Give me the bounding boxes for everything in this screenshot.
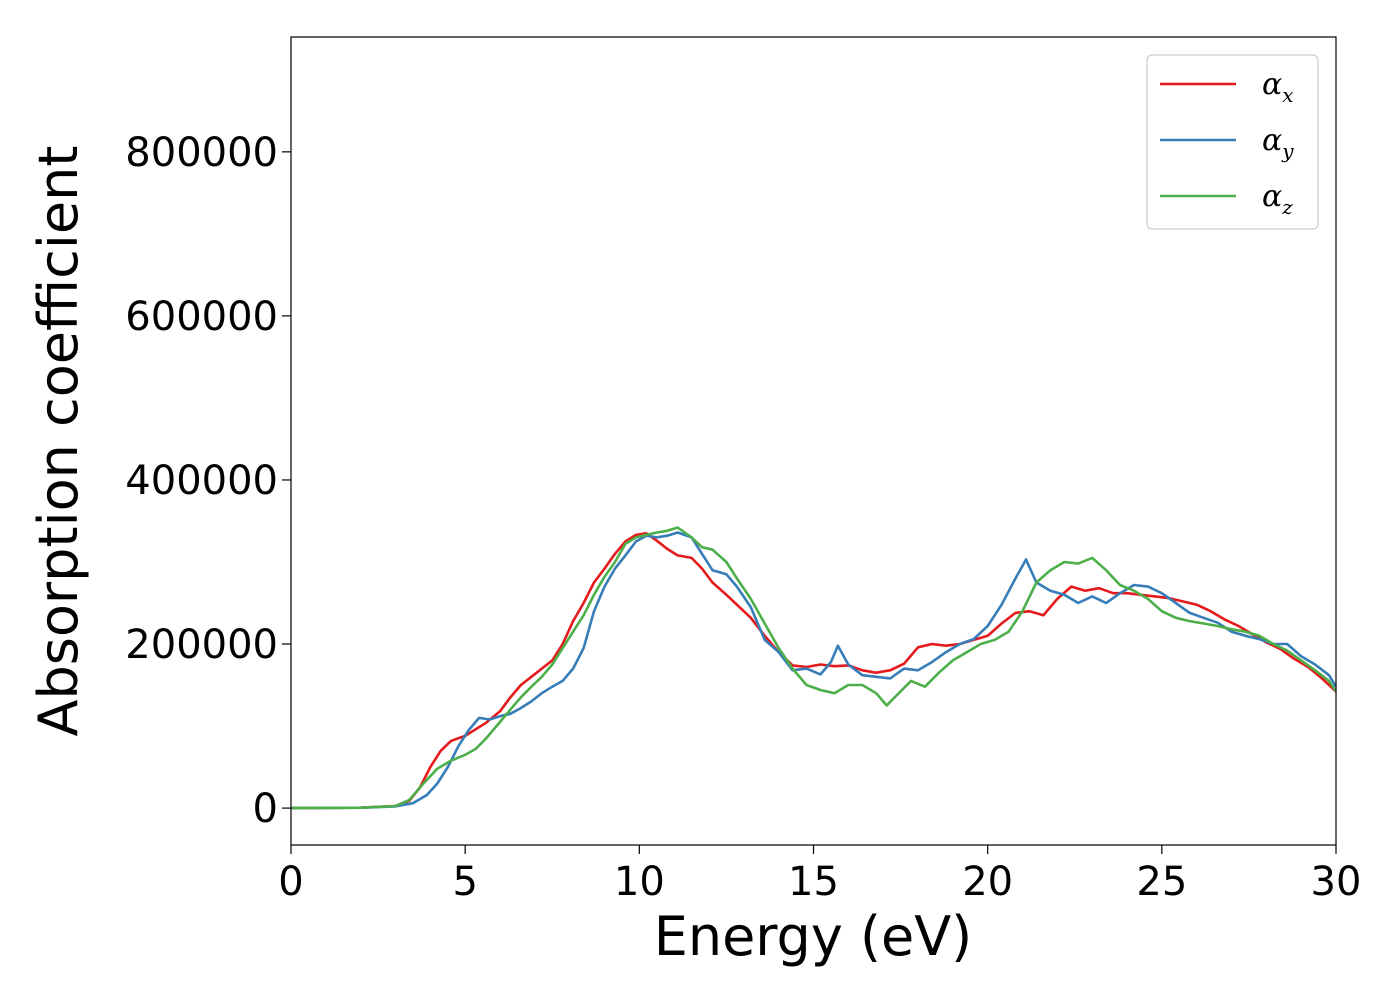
x-tick-label: 30 [1311, 859, 1362, 905]
x-tick-label: 5 [452, 859, 477, 905]
x-axis-label: Energy (eV) [654, 905, 973, 968]
y-tick-label: 600000 [125, 294, 278, 340]
x-tick-label: 25 [1136, 859, 1187, 905]
y-tick-label: 400000 [125, 458, 278, 504]
series-line-y [290, 531, 1338, 810]
y-axis-ticks: 0 200000 400000 600000 800000 [125, 130, 291, 832]
y-tick-label: 800000 [125, 130, 278, 176]
x-tick-label: 0 [278, 859, 303, 905]
legend-label-y: αy [1262, 123, 1294, 163]
series-line-x [290, 532, 1337, 810]
x-tick-label: 20 [962, 859, 1013, 905]
x-tick-label: 15 [788, 859, 839, 905]
x-axis-ticks: 0 5 10 15 20 25 30 [278, 845, 1361, 905]
y-axis-label: Absorption coefficient [27, 146, 90, 737]
series-layer [290, 526, 1338, 810]
legend-box [1146, 54, 1319, 230]
y-tick-label: 200000 [125, 622, 278, 668]
x-tick-label: 10 [614, 859, 665, 905]
y-tick-label: 0 [253, 786, 278, 832]
series-line-z [290, 526, 1338, 810]
